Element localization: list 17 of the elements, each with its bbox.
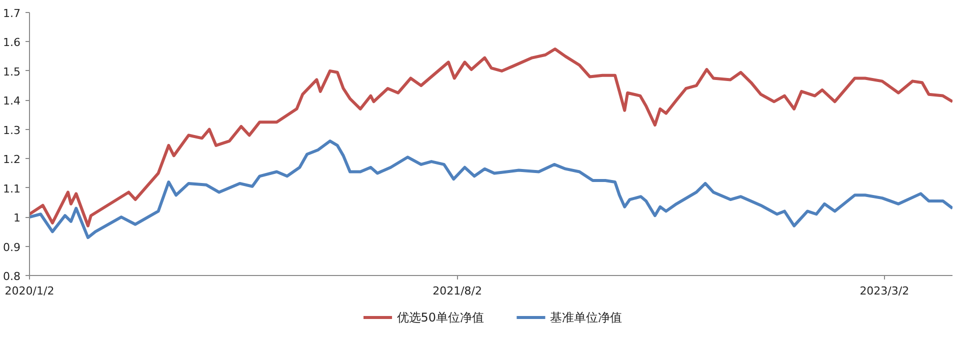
- x-tick-label: 2020/1/2: [4, 284, 54, 298]
- y-tick-label: 1.7: [3, 7, 21, 20]
- y-tick-label: 0.9: [3, 240, 21, 254]
- line-series: [30, 48, 952, 228]
- x-tick-label: 2023/3/2: [860, 284, 910, 298]
- y-tick-label: 1.4: [3, 94, 21, 108]
- x-tick-label: 2021/8/2: [432, 284, 482, 298]
- y-tick-label: 1.2: [3, 153, 21, 166]
- y-tick-label: 1.5: [3, 65, 21, 78]
- y-tick-label: 1.6: [3, 36, 21, 50]
- y-tick-label: 1.1: [3, 182, 21, 196]
- y-tick-label: 1: [14, 212, 20, 225]
- y-tick-label: 1.3: [3, 124, 21, 137]
- line-series: [30, 140, 952, 240]
- legend-label: 优选50单位净值: [396, 310, 484, 324]
- y-tick-label: 0.8: [3, 270, 21, 283]
- legend-label: 基准单位净值: [550, 310, 622, 324]
